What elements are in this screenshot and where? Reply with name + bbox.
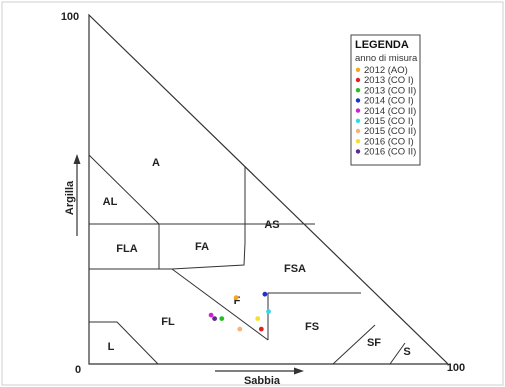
legend-entry-label-1: 2012 (AO) <box>364 65 408 76</box>
region-label-s: S <box>403 346 410 358</box>
legend-marker-9 <box>355 149 361 154</box>
legend-entry-label-5: 2014 (CO II) <box>364 106 416 117</box>
boundary-sf <box>332 324 376 365</box>
region-label-as: AS <box>264 219 279 231</box>
boundary-fl-f <box>171 268 269 341</box>
legend-entry-label-9: 2016 (CO II) <box>364 147 416 158</box>
region-label-l: L <box>108 341 115 353</box>
region-label-f: F <box>234 295 241 307</box>
region-label-fla: FLA <box>116 243 137 255</box>
boundary-middle-left <box>89 242 246 270</box>
boundary-s <box>389 342 406 365</box>
boundary-a-al <box>88 154 160 225</box>
measurement-point-3 <box>219 316 225 321</box>
region-label-fsa: FSA <box>284 263 306 275</box>
region-label-fl: FL <box>161 316 175 328</box>
region-labels: A AL AS FLA FA FSA F FL FS L SF S <box>103 157 411 358</box>
x-axis-title: Sabbia <box>244 375 281 387</box>
region-label-a: A <box>152 157 160 169</box>
legend-marker-1 <box>355 67 361 73</box>
y-axis-max-label: 100 <box>61 11 79 23</box>
legend-marker-5 <box>355 108 361 113</box>
region-label-sf: SF <box>367 337 381 349</box>
legend-marker-3 <box>355 88 361 93</box>
measurement-points <box>208 291 271 332</box>
measurement-point-8 <box>255 316 261 321</box>
boundary-f-fs <box>267 292 361 340</box>
legend-entry-label-2: 2013 (CO I) <box>364 75 414 86</box>
legend-entries: 2012 (AO)2013 (CO I)2013 (CO II)2014 (CO… <box>355 65 416 158</box>
region-label-al: AL <box>103 196 118 208</box>
y-axis-arrow <box>73 154 81 236</box>
measurement-point-1 <box>233 295 239 301</box>
measurement-point-9 <box>212 316 218 321</box>
texture-triangle-outline <box>88 13 450 365</box>
legend-entry-label-3: 2013 (CO II) <box>364 85 416 96</box>
legend-marker-4 <box>355 98 361 103</box>
legend-entry-label-6: 2015 (CO I) <box>364 116 414 127</box>
region-label-fa: FA <box>195 241 209 253</box>
measurement-point-2 <box>258 326 264 332</box>
x-axis-arrow <box>215 367 304 375</box>
y-axis-title: Argilla <box>64 180 76 215</box>
legend-marker-7 <box>355 128 361 134</box>
region-boundaries <box>88 154 406 365</box>
legend: LEGENDA anno di misura 2012 (AO)2013 (CO… <box>350 34 421 166</box>
measurement-point-7 <box>237 326 243 332</box>
x-axis-max-label: 100 <box>447 362 465 374</box>
legend-marker-6 <box>355 118 361 124</box>
measurement-point-5 <box>208 312 214 318</box>
legend-entry-label-7: 2015 (CO II) <box>364 126 416 137</box>
measurement-point-6 <box>266 309 271 314</box>
legend-entry-label-4: 2014 (CO I) <box>364 96 414 107</box>
legend-entry-label-8: 2016 (CO I) <box>364 136 414 147</box>
legend-subtitle: anno di misura <box>355 53 418 64</box>
legend-title: LEGENDA <box>355 39 409 51</box>
boundary-l <box>89 321 159 365</box>
legend-marker-2 <box>355 77 361 83</box>
origin-label: 0 <box>75 364 81 376</box>
region-label-fs: FS <box>305 321 319 333</box>
legend-marker-8 <box>355 139 361 144</box>
legend-box <box>350 34 421 166</box>
measurement-point-4 <box>262 291 268 297</box>
